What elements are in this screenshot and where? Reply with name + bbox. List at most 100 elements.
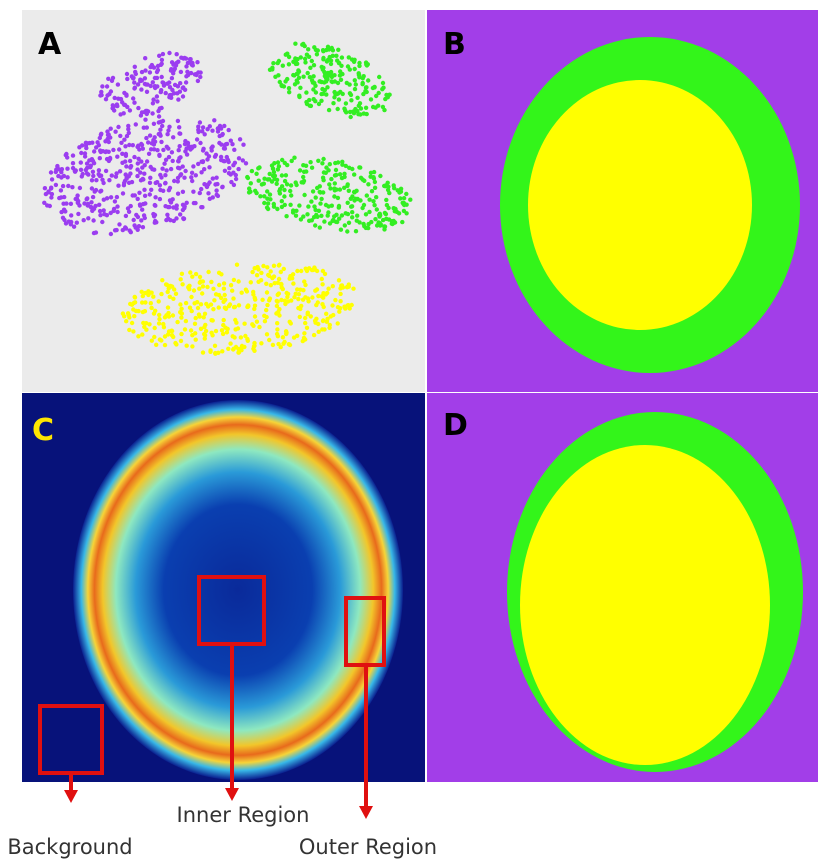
cluster-point	[198, 275, 202, 279]
cluster-point	[157, 321, 161, 325]
cluster-point	[252, 344, 256, 348]
cluster-point	[222, 124, 226, 128]
cluster-point	[83, 154, 87, 158]
cluster-point	[264, 282, 268, 286]
cluster-point	[129, 204, 133, 208]
cluster-point	[94, 188, 98, 192]
cluster-point	[189, 328, 193, 332]
cluster-point	[375, 207, 379, 211]
cluster-point	[272, 202, 276, 206]
cluster-point	[157, 317, 161, 321]
cluster-point	[164, 168, 168, 172]
cluster-point	[64, 201, 68, 205]
cluster-point	[127, 328, 131, 332]
cluster-point	[232, 305, 236, 309]
cluster-point	[353, 87, 357, 91]
cluster-point	[236, 167, 240, 171]
cluster-point	[60, 167, 64, 171]
cluster-point	[232, 183, 236, 187]
cluster-point	[285, 163, 289, 167]
cluster-point	[351, 110, 355, 114]
cluster-point	[384, 183, 388, 187]
cluster-point	[340, 55, 344, 59]
cluster-point	[164, 91, 168, 95]
cluster-point	[366, 222, 370, 226]
cluster-point	[191, 63, 195, 67]
cluster-point	[172, 287, 176, 291]
cluster-point	[221, 323, 225, 327]
cluster-point	[66, 184, 70, 188]
cluster-point	[98, 213, 102, 217]
cluster-point	[100, 84, 104, 88]
cluster-point	[316, 294, 320, 298]
cluster-point	[198, 191, 202, 195]
cluster-point	[178, 173, 182, 177]
cluster-point	[404, 192, 408, 196]
cluster-point	[99, 189, 103, 193]
cluster-point	[321, 190, 325, 194]
cluster-point	[163, 181, 167, 185]
cluster-point	[153, 326, 157, 330]
cluster-point	[284, 214, 288, 218]
cluster-point	[194, 272, 198, 276]
cluster-point	[102, 212, 106, 216]
cluster-point	[75, 193, 79, 197]
cluster-point	[69, 213, 73, 217]
cluster-point	[115, 210, 119, 214]
cluster-point	[269, 269, 273, 273]
cluster-point	[71, 153, 75, 157]
cluster-point	[267, 298, 271, 302]
cluster-point	[288, 203, 292, 207]
cluster-point	[84, 146, 88, 150]
cluster-point	[295, 269, 299, 273]
cluster-point	[119, 97, 123, 101]
cluster-point	[222, 318, 226, 322]
cluster-point	[125, 72, 129, 76]
cluster-point	[133, 65, 137, 69]
cluster-point	[216, 351, 220, 355]
cluster-point	[400, 220, 404, 224]
cluster-point	[139, 159, 143, 163]
cluster-point	[69, 222, 73, 226]
cluster-point	[320, 327, 324, 331]
cluster-point	[199, 327, 203, 331]
cluster-point	[121, 191, 125, 195]
cluster-point	[178, 302, 182, 306]
cluster-point	[98, 93, 102, 97]
cluster-point	[181, 86, 185, 90]
cluster-point	[170, 76, 174, 80]
cluster-point	[157, 114, 161, 118]
cluster-point	[329, 73, 333, 77]
cluster-point	[149, 188, 153, 192]
cluster-point	[139, 113, 143, 117]
cluster-point	[149, 301, 153, 305]
cluster-point	[204, 302, 208, 306]
cluster-point	[79, 168, 83, 172]
cluster-point	[207, 165, 211, 169]
panel-label: A	[38, 27, 62, 62]
cluster-point	[311, 189, 315, 193]
cluster-point	[337, 61, 341, 65]
cluster-point	[237, 156, 241, 160]
cluster-point	[183, 142, 187, 146]
cluster-point	[249, 181, 253, 185]
cluster-point	[143, 201, 147, 205]
cluster-point	[171, 297, 175, 301]
cluster-point	[209, 302, 213, 306]
cluster-point	[325, 59, 329, 63]
cluster-point	[114, 228, 118, 232]
cluster-point	[82, 218, 86, 222]
cluster-point	[306, 204, 310, 208]
cluster-point	[200, 291, 204, 295]
cluster-point	[260, 298, 264, 302]
cluster-point	[402, 196, 406, 200]
cluster-point	[143, 82, 147, 86]
cluster-point	[280, 158, 284, 162]
cluster-point	[118, 112, 122, 116]
cluster-point	[193, 331, 197, 335]
cluster-point	[306, 71, 310, 75]
cluster-point	[289, 298, 293, 302]
cluster-point	[360, 82, 364, 86]
cluster-point	[188, 57, 192, 61]
cluster-point	[280, 84, 284, 88]
